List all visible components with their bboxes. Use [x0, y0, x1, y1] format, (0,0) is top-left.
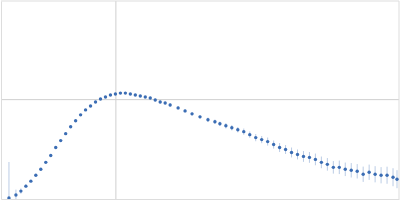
chart: [0, 0, 400, 200]
point: [19, 189, 22, 192]
point: [99, 97, 102, 100]
point: [266, 140, 269, 143]
point: [284, 148, 287, 151]
point: [144, 95, 147, 98]
point: [308, 156, 311, 159]
plot-area: [7, 91, 398, 199]
axis-line: [2, 199, 400, 200]
point: [94, 100, 97, 103]
point: [168, 103, 171, 106]
point: [350, 169, 353, 172]
point: [134, 93, 137, 96]
point: [356, 170, 359, 173]
point: [109, 93, 112, 96]
point: [154, 98, 157, 101]
point: [198, 115, 201, 118]
point: [183, 109, 186, 112]
point: [367, 171, 370, 174]
point: [379, 174, 382, 177]
point: [149, 96, 152, 99]
y-axis: [1, 2, 3, 200]
point: [119, 91, 122, 94]
point: [49, 154, 52, 157]
point: [260, 138, 263, 141]
frame: [399, 1, 400, 199]
point: [290, 151, 293, 154]
point: [242, 130, 245, 133]
point: [206, 118, 209, 121]
point: [361, 173, 364, 176]
point: [14, 193, 17, 196]
point: [129, 92, 132, 95]
point: [89, 104, 92, 107]
point: [24, 184, 27, 187]
frame: [1, 1, 399, 2]
point: [224, 124, 227, 127]
point: [44, 161, 47, 164]
point: [385, 174, 388, 177]
point: [320, 161, 323, 164]
point: [391, 176, 394, 179]
point: [64, 132, 67, 135]
point: [344, 168, 347, 171]
point: [163, 101, 166, 104]
point: [213, 120, 216, 123]
point: [59, 139, 62, 142]
axis-line: [1, 2, 2, 200]
point: [7, 196, 10, 199]
point: [124, 91, 127, 94]
point: [248, 133, 251, 136]
point: [218, 122, 221, 125]
point: [302, 155, 305, 158]
x-axis: [2, 199, 400, 200]
point: [69, 125, 72, 128]
grid: [1, 1, 399, 199]
point: [236, 128, 239, 131]
point: [230, 126, 233, 129]
point: [79, 113, 82, 116]
point: [39, 168, 42, 171]
point: [74, 119, 77, 122]
point: [139, 94, 142, 97]
point: [338, 166, 341, 169]
point: [395, 178, 398, 181]
point: [84, 108, 87, 111]
point: [373, 173, 376, 176]
point: [332, 166, 335, 169]
point: [296, 153, 299, 156]
point: [254, 136, 257, 139]
error-bar: [8, 162, 9, 199]
point: [159, 100, 162, 103]
point: [104, 95, 107, 98]
point: [190, 112, 193, 115]
point: [176, 106, 179, 109]
grid-line: [1, 99, 399, 100]
point: [29, 179, 32, 182]
point: [326, 163, 329, 166]
point: [114, 92, 117, 95]
point: [314, 158, 317, 161]
point: [272, 143, 275, 146]
point: [278, 146, 281, 149]
point: [54, 146, 57, 149]
point: [34, 174, 37, 177]
